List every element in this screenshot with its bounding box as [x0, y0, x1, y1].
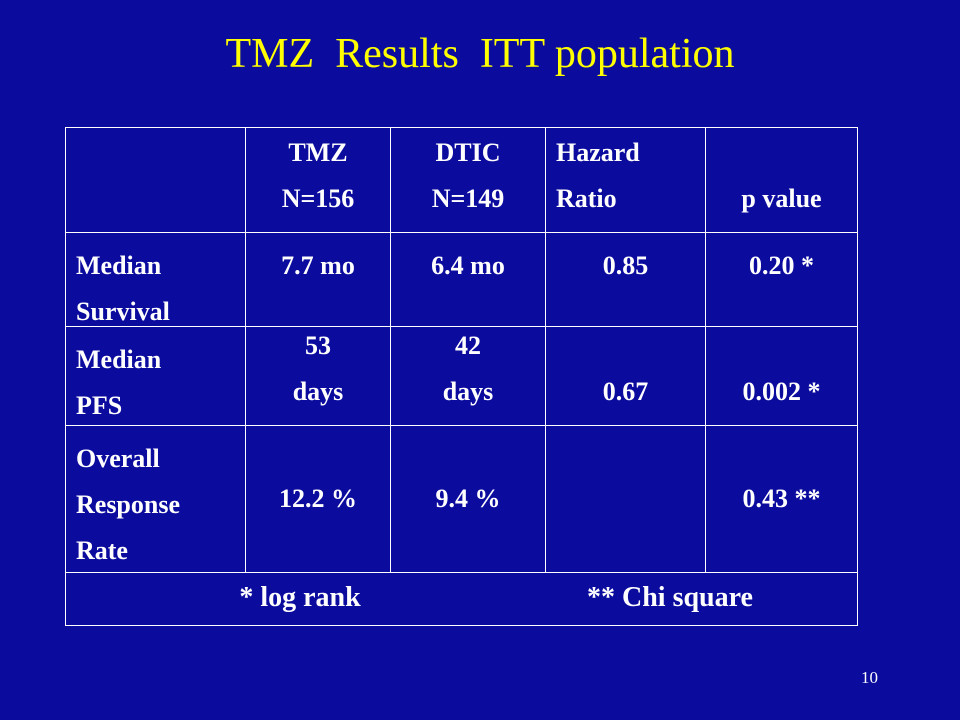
table-corner [65, 127, 246, 233]
row-header: Overall Response Rate [65, 425, 246, 573]
table-cell: 0.85 [545, 232, 706, 327]
row-header: Median PFS [65, 326, 246, 426]
cell-text: 12.2 % [279, 484, 357, 513]
cell-text: Rate [76, 536, 128, 565]
cell-text: 0.67 [602, 377, 649, 406]
cell-text: days [292, 377, 344, 406]
cell-text: 42 [455, 331, 481, 360]
table-cell: 53 days [245, 326, 391, 426]
cell-text: Ratio [556, 184, 617, 213]
column-header: Hazard Ratio [545, 127, 706, 233]
table-cell: 12.2 % [245, 425, 391, 573]
cell-text: 0.002 * [742, 377, 821, 406]
table-cell: 0.002 * [705, 326, 858, 426]
cell-text: Response [76, 490, 181, 519]
cell-text: Median [76, 251, 162, 280]
cell-text: 0.20 * [749, 251, 814, 280]
table-cell [545, 425, 706, 573]
cell-text: days [442, 377, 494, 406]
cell-text: 53 [305, 331, 331, 360]
table-cell: 42 days [390, 326, 546, 426]
slide-title: TMZ Results ITT population [225, 31, 735, 77]
cell-text: TMZ [288, 138, 348, 167]
cell-text: p value [741, 184, 822, 213]
cell-text: 0.85 [602, 251, 649, 280]
cell-text: 7.7 mo [281, 251, 355, 280]
column-header: p value [705, 127, 858, 233]
cell-text: PFS [76, 391, 123, 420]
cell-text: 9.4 % [435, 484, 501, 513]
cell-text: N=149 [431, 184, 505, 213]
cell-text: Hazard [556, 138, 640, 167]
footnote-row [65, 572, 858, 626]
row-header: Median Survival [65, 232, 246, 327]
table-cell: 9.4 % [390, 425, 546, 573]
cell-text: Median [76, 345, 162, 374]
cell-text: DTIC [435, 138, 501, 167]
cell-text: 6.4 mo [431, 251, 505, 280]
cell-text: N=156 [281, 184, 355, 213]
table-cell: 0.43 ** [705, 425, 858, 573]
table-cell: 0.20 * [705, 232, 858, 327]
cell-text: 0.43 ** [742, 484, 821, 513]
table-cell: 6.4 mo [390, 232, 546, 327]
footnote: * log rank [239, 582, 361, 613]
column-header: DTIC N=149 [390, 127, 546, 233]
page-number: 10 [861, 668, 878, 687]
table-cell: 7.7 mo [245, 232, 391, 327]
table-cell: 0.67 [545, 326, 706, 426]
column-header: TMZ N=156 [245, 127, 391, 233]
footnote: ** Chi square [587, 582, 753, 613]
cell-text: Overall [76, 444, 160, 473]
cell-text: Survival [76, 297, 170, 326]
